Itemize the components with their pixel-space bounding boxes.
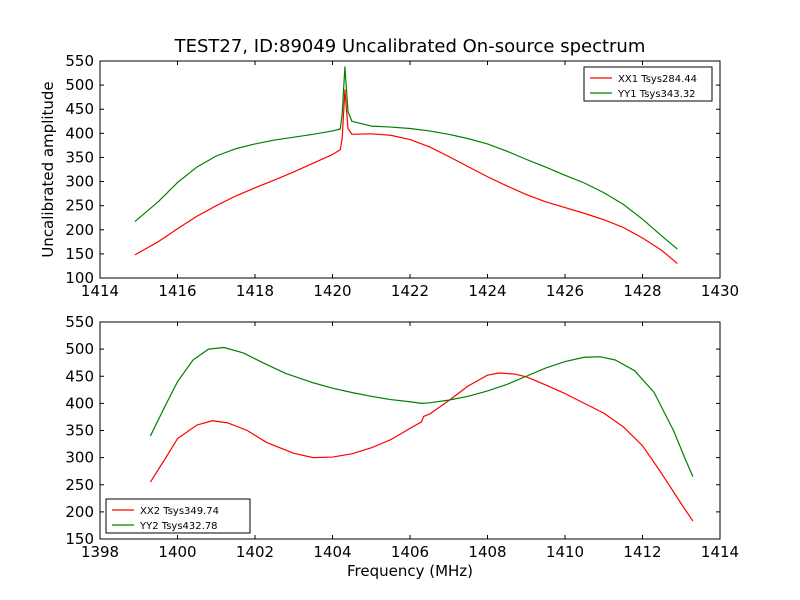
x-tick-label: 1424 xyxy=(468,282,506,300)
legend: XX2 Tsys349.74 YY2 Tsys432.78 xyxy=(105,498,251,534)
x-tick-label: 1408 xyxy=(468,543,506,561)
x-tick-label: 1422 xyxy=(391,282,429,300)
y-tick-label: 450 xyxy=(65,367,94,385)
legend-label: YY2 Tsys432.78 xyxy=(139,521,218,532)
y-tick-label: 550 xyxy=(65,52,94,70)
y-tick-label: 300 xyxy=(65,449,94,467)
x-tick-label: 1428 xyxy=(623,282,661,300)
x-tick-label: 1420 xyxy=(313,282,351,300)
x-tick-label: 1398 xyxy=(81,543,119,561)
y-tick-label: 450 xyxy=(65,100,94,118)
legend-box xyxy=(105,498,251,534)
y-tick-label: 100 xyxy=(65,269,94,287)
legend-label: YY1 Tsys343.32 xyxy=(617,89,696,100)
top-panel: 1414 1416 1418 1420 1422 1424 1426 1428 1430 100 1… xyxy=(39,52,739,300)
x-tick-label: 1418 xyxy=(236,282,274,300)
series-line-xx1 xyxy=(134,89,678,264)
y-tick-label: 550 xyxy=(65,313,94,331)
y-tick-label: 200 xyxy=(65,221,94,239)
series-line-xx2 xyxy=(149,372,694,522)
y-tick-label: 200 xyxy=(65,503,94,521)
y-tick-label: 500 xyxy=(65,340,94,358)
x-tick-label: 1414 xyxy=(81,282,119,300)
y-tick-label: 500 xyxy=(65,76,94,94)
legend-label: XX1 Tsys284.44 xyxy=(618,74,697,85)
series-line-yy1 xyxy=(134,66,678,250)
x-tick-label: 1402 xyxy=(236,543,274,561)
y-axis-label: Uncalibrated amplitude xyxy=(39,81,57,257)
x-tick-label: 1426 xyxy=(546,282,584,300)
x-tick-label: 1414 xyxy=(701,543,739,561)
x-tick-label: 1404 xyxy=(313,543,351,561)
legend-box xyxy=(583,66,713,102)
y-tick-label: 250 xyxy=(65,197,94,215)
y-tick-label: 300 xyxy=(65,173,94,191)
y-tick-label: 150 xyxy=(65,245,94,263)
x-tick-label: 1430 xyxy=(701,282,739,300)
y-tick-label: 350 xyxy=(65,422,94,440)
y-tick-label: 250 xyxy=(65,476,94,494)
y-tick-label: 400 xyxy=(65,394,94,412)
x-tick-label: 1412 xyxy=(623,543,661,561)
x-tick-label: 1416 xyxy=(158,282,196,300)
legend: XX1 Tsys284.44 YY1 Tsys343.32 xyxy=(583,66,713,102)
x-axis-label: Frequency (MHz) xyxy=(347,562,473,580)
x-tick-label: 1410 xyxy=(546,543,584,561)
bottom-panel: 1398 1400 1402 1404 1406 1408 1410 1412 1414 150 2… xyxy=(65,313,739,580)
legend-label: XX2 Tsys349.74 xyxy=(140,506,219,517)
y-tick-label: 150 xyxy=(65,530,94,548)
x-tick-label: 1400 xyxy=(158,543,196,561)
x-tick-label: 1406 xyxy=(391,543,429,561)
series-line-yy2 xyxy=(149,346,694,477)
y-tick-label: 400 xyxy=(65,124,94,142)
chart-title: TEST27, ID:89049 Uncalibrated On-source … xyxy=(174,36,646,57)
y-tick-label: 350 xyxy=(65,148,94,166)
